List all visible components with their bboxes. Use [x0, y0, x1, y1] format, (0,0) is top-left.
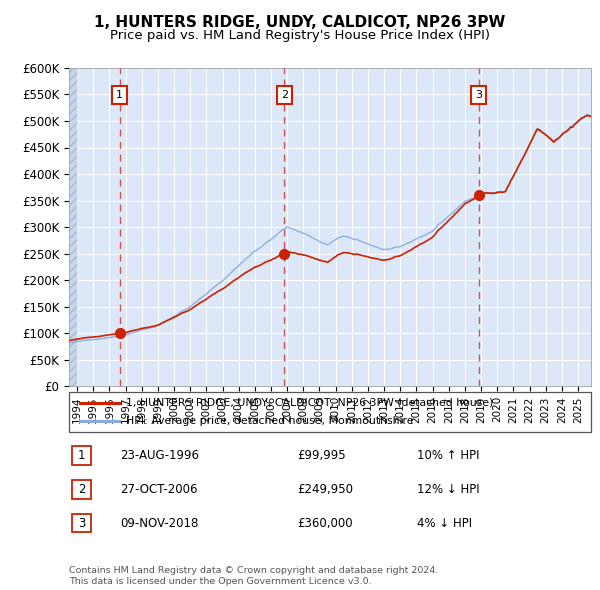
- Text: 23-AUG-1996: 23-AUG-1996: [120, 449, 199, 463]
- Text: £249,950: £249,950: [297, 483, 353, 496]
- Text: 10% ↑ HPI: 10% ↑ HPI: [417, 449, 479, 463]
- Text: 09-NOV-2018: 09-NOV-2018: [120, 516, 199, 530]
- Text: 12% ↓ HPI: 12% ↓ HPI: [417, 483, 479, 496]
- Text: 2: 2: [281, 90, 288, 100]
- Text: £99,995: £99,995: [297, 449, 346, 463]
- Text: 3: 3: [78, 516, 85, 530]
- Text: £360,000: £360,000: [297, 516, 353, 530]
- Text: 27-OCT-2006: 27-OCT-2006: [120, 483, 197, 496]
- Text: 1, HUNTERS RIDGE, UNDY, CALDICOT, NP26 3PW: 1, HUNTERS RIDGE, UNDY, CALDICOT, NP26 3…: [94, 15, 506, 30]
- Text: 1: 1: [116, 90, 123, 100]
- Text: 1, HUNTERS RIDGE, UNDY, CALDICOT, NP26 3PW (detached house): 1, HUNTERS RIDGE, UNDY, CALDICOT, NP26 3…: [126, 398, 493, 408]
- Text: 3: 3: [475, 90, 482, 100]
- Text: HPI: Average price, detached house, Monmouthshire: HPI: Average price, detached house, Monm…: [126, 416, 413, 426]
- Text: Price paid vs. HM Land Registry's House Price Index (HPI): Price paid vs. HM Land Registry's House …: [110, 30, 490, 42]
- Bar: [69, 68, 77, 386]
- Text: 4% ↓ HPI: 4% ↓ HPI: [417, 516, 472, 530]
- Text: 2: 2: [78, 483, 85, 496]
- Text: Contains HM Land Registry data © Crown copyright and database right 2024.
This d: Contains HM Land Registry data © Crown c…: [69, 566, 439, 586]
- Text: 1: 1: [78, 449, 85, 463]
